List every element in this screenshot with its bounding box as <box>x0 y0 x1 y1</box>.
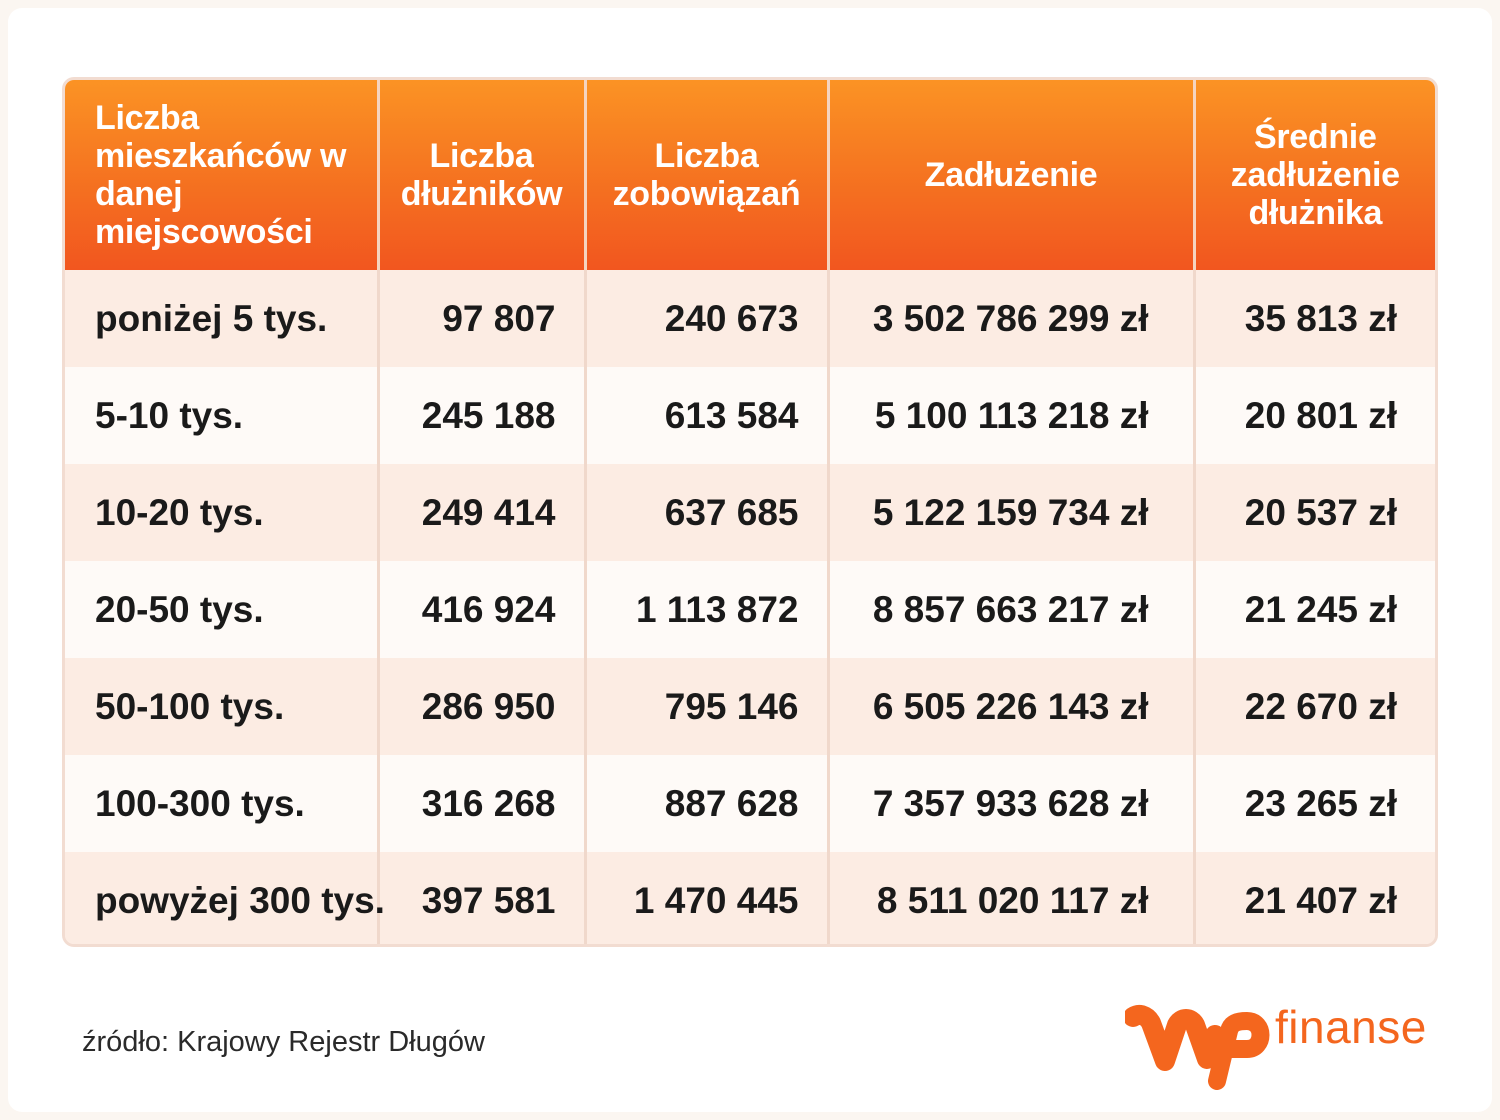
logo-text: finanse <box>1275 1001 1427 1053</box>
cell-population: 10-20 tys. <box>65 464 378 561</box>
cell-debt: 6 505 226 143 zł <box>826 658 1194 755</box>
cell-debt: 7 357 933 628 zł <box>826 755 1194 852</box>
table-row: 5-10 tys. 245 188 613 584 5 100 113 218 … <box>65 367 1435 464</box>
cell-average-debt: 20 537 zł <box>1192 464 1435 561</box>
cell-population: 50-100 tys. <box>65 658 378 755</box>
cell-average-debt: 22 670 zł <box>1192 658 1435 755</box>
cell-debtors: 249 414 <box>376 464 585 561</box>
cell-population: 5-10 tys. <box>65 367 378 464</box>
cell-obligations: 795 146 <box>583 658 828 755</box>
cell-debtors: 97 807 <box>376 270 585 367</box>
table-row: 20-50 tys. 416 924 1 113 872 8 857 663 2… <box>65 561 1435 658</box>
cell-population: 20-50 tys. <box>65 561 378 658</box>
cell-obligations: 240 673 <box>583 270 828 367</box>
cell-debtors: 245 188 <box>376 367 585 464</box>
cell-debtors: 416 924 <box>376 561 585 658</box>
cell-debt: 5 100 113 218 zł <box>826 367 1194 464</box>
cell-population: powyżej 300 tys. <box>65 852 385 944</box>
cell-obligations: 613 584 <box>583 367 828 464</box>
cell-debtors: 397 581 <box>376 852 585 944</box>
cell-debt: 5 122 159 734 zł <box>826 464 1194 561</box>
wp-logo-icon <box>1125 1005 1270 1090</box>
cell-average-debt: 21 245 zł <box>1192 561 1435 658</box>
debt-table-container: Liczba mieszkańców w danej miejscowości … <box>62 77 1438 947</box>
cell-debtors: 316 268 <box>376 755 585 852</box>
cell-obligations: 1 113 872 <box>583 561 828 658</box>
cell-debt: 3 502 786 299 zł <box>826 270 1194 367</box>
cell-average-debt: 21 407 zł <box>1192 852 1435 944</box>
header-average-debt: Średnie zadłużenie dłużnika <box>1192 80 1435 270</box>
cell-obligations: 887 628 <box>583 755 828 852</box>
debt-table: Liczba mieszkańców w danej miejscowości … <box>65 80 1435 944</box>
cell-debtors: 286 950 <box>376 658 585 755</box>
cell-debt: 8 511 020 117 zł <box>826 852 1194 944</box>
header-debtors: Liczba dłużników <box>376 80 585 270</box>
table-row: 100-300 tys. 316 268 887 628 7 357 933 6… <box>65 755 1435 852</box>
table-row: 50-100 tys. 286 950 795 146 6 505 226 14… <box>65 658 1435 755</box>
cell-obligations: 637 685 <box>583 464 828 561</box>
cell-average-debt: 20 801 zł <box>1192 367 1435 464</box>
table-row: powyżej 300 tys. 397 581 1 470 445 8 511… <box>65 852 1435 944</box>
cell-average-debt: 35 813 zł <box>1192 270 1435 367</box>
header-debt: Zadłużenie <box>826 80 1194 270</box>
table-header-row: Liczba mieszkańców w danej miejscowości … <box>65 80 1435 270</box>
cell-average-debt: 23 265 zł <box>1192 755 1435 852</box>
cell-population: 100-300 tys. <box>65 755 378 852</box>
header-population: Liczba mieszkańców w danej miejscowości <box>65 80 378 270</box>
cell-debt: 8 857 663 217 zł <box>826 561 1194 658</box>
cell-population: poniżej 5 tys. <box>65 270 378 367</box>
cell-obligations: 1 470 445 <box>583 852 828 944</box>
table-row: 10-20 tys. 249 414 637 685 5 122 159 734… <box>65 464 1435 561</box>
table-row: poniżej 5 tys. 97 807 240 673 3 502 786 … <box>65 270 1435 367</box>
source-note: źródło: Krajowy Rejestr Długów <box>82 1026 485 1058</box>
header-obligations: Liczba zobowiązań <box>583 80 828 270</box>
